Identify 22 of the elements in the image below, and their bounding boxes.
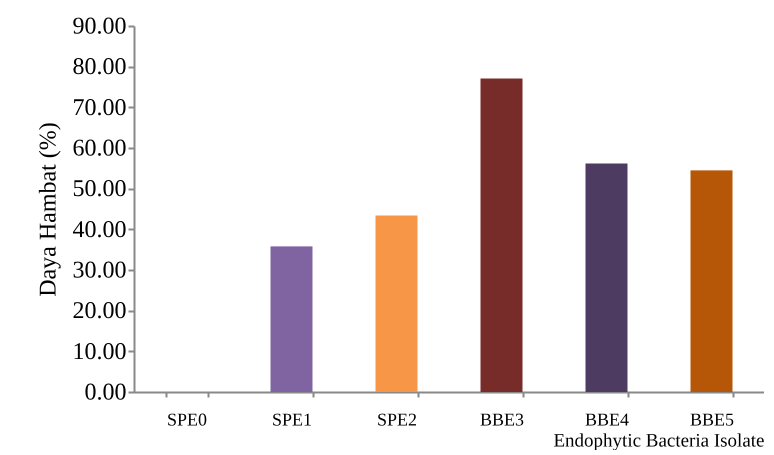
y-tick-label: 20.00 (72, 298, 126, 324)
x-tick-label: SPE0 (166, 410, 208, 430)
bar (690, 170, 732, 392)
x-tick-label: BBE5 (690, 410, 734, 430)
x-tick-label: BBE4 (584, 410, 630, 430)
x-tick-label: SPE2 (376, 410, 418, 430)
y-tick-label: 90.00 (72, 14, 126, 40)
y-tick-label: 10.00 (72, 338, 126, 365)
bar (376, 216, 418, 392)
x-tick-label: SPE1 (272, 410, 312, 430)
y-tick-label: 80.00 (72, 54, 126, 80)
x-tick-label: BBE3 (480, 410, 524, 430)
y-tick-label: 40.00 (72, 216, 126, 243)
y-tick-label: 30.00 (72, 258, 126, 284)
bar (480, 78, 522, 392)
bar (586, 163, 628, 392)
y-axis-title: Daya Hambat (%) (36, 122, 62, 297)
y-tick-label: 70.00 (72, 94, 126, 121)
bar (270, 246, 312, 392)
y-tick-label: 60.00 (72, 136, 126, 162)
y-tick-label: 50.00 (72, 176, 126, 202)
y-tick-label: 0.00 (84, 380, 126, 406)
